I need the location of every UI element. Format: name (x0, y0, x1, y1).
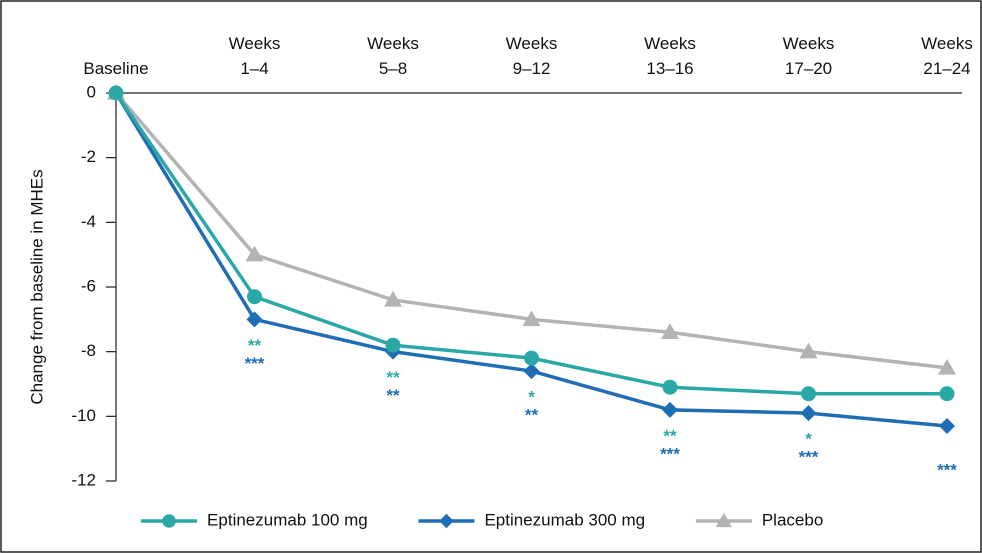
significance-label: *** (799, 448, 819, 467)
x-tick-label: Baseline (83, 59, 148, 78)
series-marker (384, 290, 402, 307)
y-tick-label: -10 (71, 406, 96, 425)
x-tick-label: Weeks 1–4 (229, 34, 281, 78)
x-tick-label: Weeks 13–16 (644, 34, 696, 78)
series-marker (246, 311, 263, 328)
significance-label: ** (663, 426, 677, 445)
series-marker (939, 418, 955, 435)
significance-label: ** (248, 336, 262, 355)
legend-label: Eptinezumab 100 mg (207, 510, 368, 529)
series-marker (662, 401, 678, 418)
series-marker (939, 386, 955, 402)
y-tick-label: -4 (81, 212, 96, 231)
y-tick-label: -12 (71, 470, 96, 489)
series-marker (662, 379, 678, 395)
legend-marker (162, 514, 176, 528)
y-tick-label: 0 (87, 82, 96, 101)
series-marker (522, 310, 541, 327)
legend-label: Eptinezumab 300 mg (484, 510, 645, 529)
legend-marker (439, 513, 454, 529)
x-tick-label: Weeks 21–24 (921, 34, 973, 78)
significance-label: ** (525, 406, 539, 425)
y-tick-label: -2 (81, 147, 96, 166)
series-marker (108, 85, 124, 101)
significance-label: *** (245, 354, 265, 373)
series-marker (385, 337, 401, 353)
significance-label: ** (386, 386, 400, 405)
legend-label: Placebo (762, 510, 823, 529)
significance-label: ** (386, 368, 400, 387)
significance-label: * (528, 388, 535, 407)
significance-label: * (805, 430, 812, 449)
y-axis-label: Change from baseline in MHEs (27, 169, 46, 404)
significance-label: *** (660, 444, 680, 463)
series-marker (938, 358, 956, 375)
series-marker (523, 363, 540, 380)
series-marker (245, 245, 264, 262)
series-marker (800, 405, 817, 422)
series-marker (801, 386, 816, 402)
x-tick-label: Weeks 5–8 (367, 34, 419, 78)
y-tick-label: -8 (81, 341, 96, 360)
y-tick-label: -6 (81, 276, 96, 295)
significance-label: *** (937, 461, 957, 480)
series-marker (661, 323, 679, 340)
x-tick-label: Weeks 17–20 (783, 34, 835, 78)
legend-marker (715, 512, 732, 528)
series-marker (247, 289, 262, 305)
series-line (114, 91, 948, 370)
series-marker (799, 342, 818, 359)
series-line (114, 92, 947, 396)
series-marker (524, 350, 539, 366)
x-tick-label: Weeks 9–12 (506, 34, 558, 78)
